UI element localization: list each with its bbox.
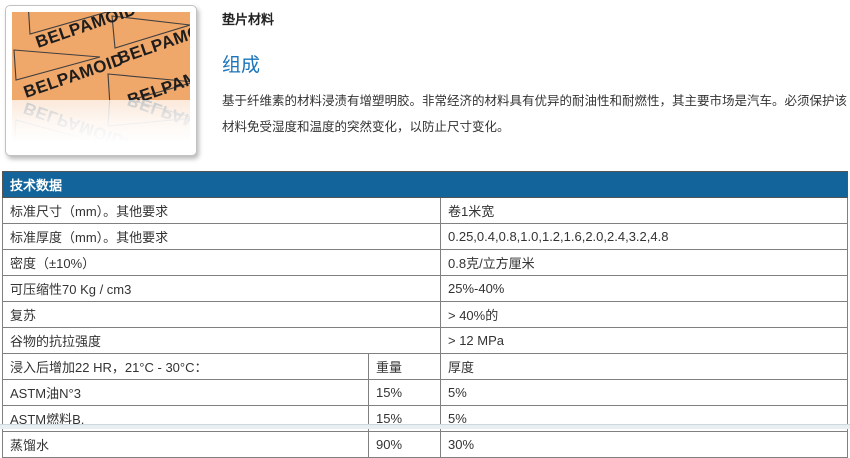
spec-value-cell: 0.8克/立方厘米 bbox=[440, 249, 848, 276]
triangle-mark bbox=[28, 12, 110, 35]
weight-column-header: 重量 bbox=[368, 353, 441, 380]
triangle-mark bbox=[107, 73, 190, 100]
spec-value-cell: 0.25,0.4,0.8,1.0,1.2,1.6,2.0,2.4,3.2,4.8 bbox=[440, 223, 848, 250]
spec-value-cell: 卷1米宽 bbox=[440, 197, 848, 224]
spec-value-cell: > 12 MPa bbox=[440, 327, 848, 354]
table-row: 谷物的抗拉强度 > 12 MPa bbox=[2, 327, 848, 354]
material-background bbox=[12, 12, 190, 100]
weight-value-cell: 15% bbox=[368, 379, 441, 406]
spec-label-cell: 标准厚度（mm）。其他要求 bbox=[2, 223, 441, 250]
table-row: 标准尺寸（mm）。其他要求 卷1米宽 bbox=[2, 197, 848, 224]
table-row: 复苏 > 40%的 bbox=[2, 301, 848, 328]
spec-label-cell: 标准尺寸（mm）。其他要求 bbox=[2, 197, 441, 224]
reflection-fade bbox=[12, 100, 190, 150]
spec-value-cell: 25%-40% bbox=[440, 275, 848, 302]
product-image: BELPAMOID BELPAMOID BELPAMOID BELPAMOID bbox=[12, 12, 190, 100]
thickness-value-cell: 30% bbox=[440, 431, 848, 458]
technical-data-table: 技术数据 标准尺寸（mm）。其他要求 卷1米宽 标准厚度（mm）。其他要求 0.… bbox=[2, 171, 848, 458]
spec-label-cell: 谷物的抗拉强度 bbox=[2, 327, 441, 354]
table-row: 蒸馏水 90% 30% bbox=[2, 431, 848, 458]
table-row: 可压缩性70 Kg / cm3 25%-40% bbox=[2, 275, 848, 302]
spec-label-cell: 密度（±10%） bbox=[2, 249, 441, 276]
page-title: 垫片材料 bbox=[222, 12, 275, 27]
immersion-label-cell: 浸入后增加22 HR，21°C - 30°C： bbox=[2, 353, 369, 380]
section-heading-composition: 组成 bbox=[222, 55, 261, 76]
image-reflection: BELPAMOID BELPAMOID BELPAMOID BELPAMOID bbox=[12, 100, 190, 150]
document-header: 垫片材料 组成 基于纤维素的材料浸渍有增塑明胶。非常经济的材料具有优异的耐油性和… bbox=[222, 0, 847, 140]
spec-label-cell: 蒸馏水 bbox=[2, 431, 369, 458]
spec-label-cell: 可压缩性70 Kg / cm3 bbox=[2, 275, 441, 302]
weight-value-cell: 90% bbox=[368, 431, 441, 458]
thickness-column-header: 厚度 bbox=[440, 353, 848, 380]
thickness-value-cell: 5% bbox=[440, 379, 848, 406]
spec-label-cell: ASTM油N°3 bbox=[2, 379, 369, 406]
technical-data-section: 技术数据 标准尺寸（mm）。其他要求 卷1米宽 标准厚度（mm）。其他要求 0.… bbox=[2, 171, 848, 458]
triangle-mark bbox=[111, 15, 190, 49]
composition-description: 基于纤维素的材料浸渍有增塑明胶。非常经济的材料具有优异的耐油性和耐燃性，其主要市… bbox=[222, 94, 848, 134]
spec-value-cell: > 40%的 bbox=[440, 301, 848, 328]
belpamoid-material-graphic: BELPAMOID BELPAMOID BELPAMOID BELPAMOID bbox=[12, 12, 190, 100]
table-row: 密度（±10%） 0.8克/立方厘米 bbox=[2, 249, 848, 276]
table-row: 标准厚度（mm）。其他要求 0.25,0.4,0.8,1.0,1.2,1.6,2… bbox=[2, 223, 848, 250]
immersion-header-row: 浸入后增加22 HR，21°C - 30°C： 重量 厚度 bbox=[2, 353, 848, 380]
product-image-card: BELPAMOID BELPAMOID BELPAMOID BELPAMOID … bbox=[5, 5, 197, 156]
spec-label-cell: 复苏 bbox=[2, 301, 441, 328]
triangle-mark bbox=[13, 49, 101, 81]
table-header-row: 技术数据 bbox=[2, 171, 848, 198]
table-row: ASTM油N°3 15% 5% bbox=[2, 379, 848, 406]
page-bottom-strip bbox=[0, 424, 850, 429]
table-title: 技术数据 bbox=[2, 171, 848, 198]
